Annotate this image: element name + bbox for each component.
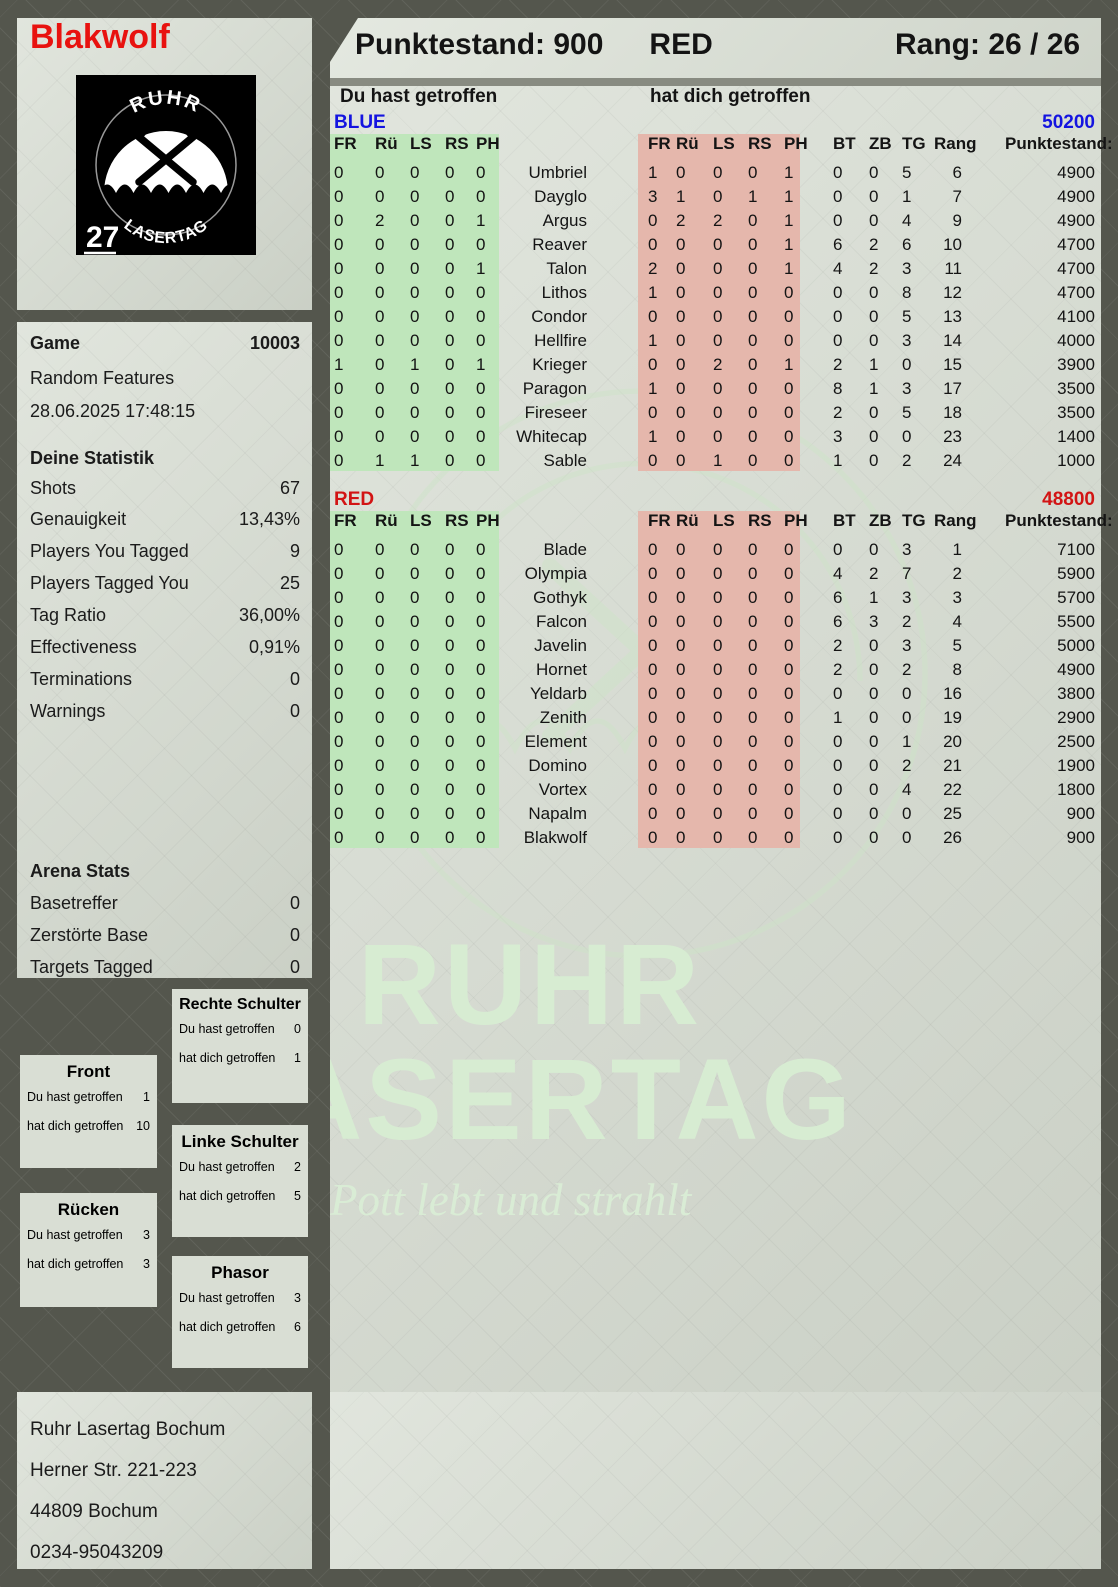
svg-text:RUHR: RUHR <box>126 87 205 118</box>
svg-text:27: 27 <box>86 221 119 254</box>
